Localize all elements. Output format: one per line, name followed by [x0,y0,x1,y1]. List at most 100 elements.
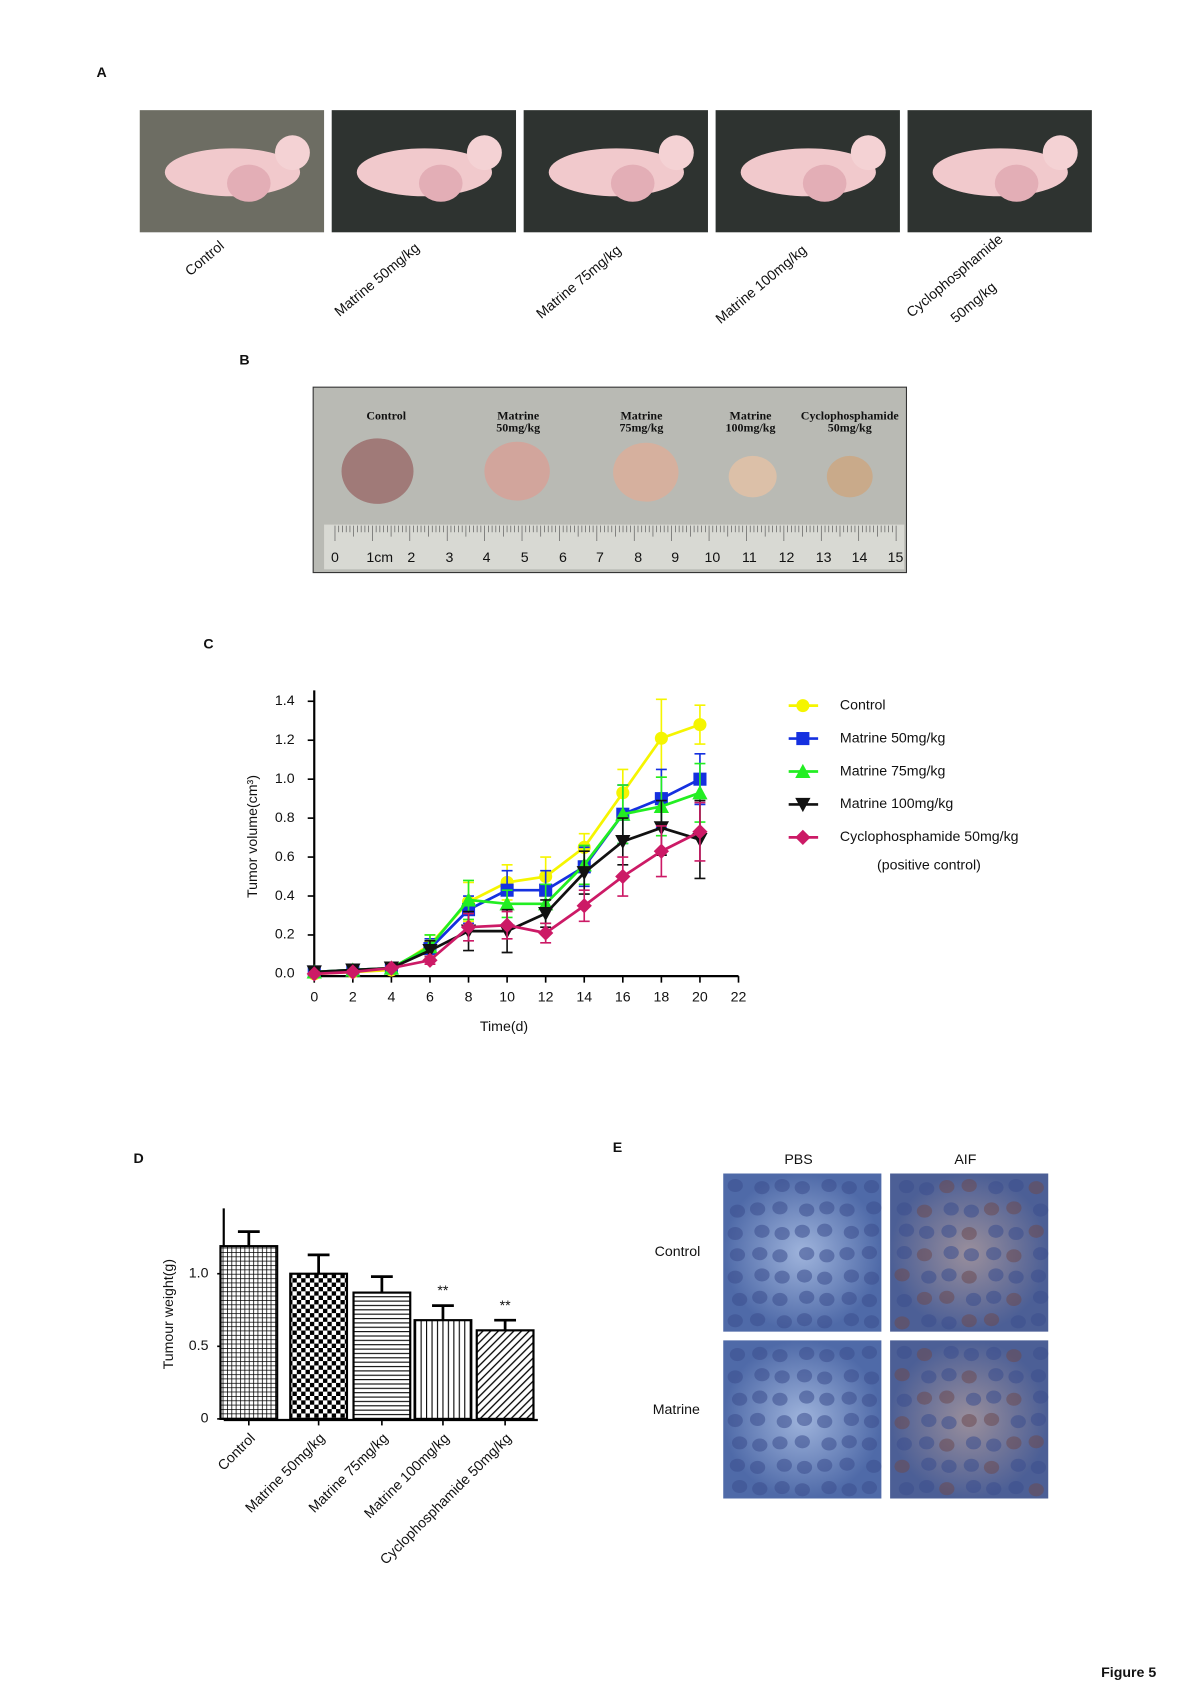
cell-nucleus [861,1393,878,1407]
cell-nucleus [774,1178,790,1193]
cell-nucleus [961,1270,977,1284]
cell-nucleus [863,1180,880,1194]
x-tick-label: 10 [499,990,515,1006]
ruler-label: 7 [596,550,604,566]
cell-nucleus [772,1249,788,1263]
y-axis-label: Tumor volume(cm³) [245,775,261,898]
bar [219,1245,279,1420]
mouse-head [1042,135,1078,171]
cell-nucleus [961,1178,977,1193]
cell-nucleus [941,1368,957,1382]
x-tick-label: 4 [387,990,395,1006]
cell-nucleus [983,1412,1000,1426]
cell-nucleus [1028,1181,1044,1195]
cell-nucleus [776,1315,792,1329]
cell-nucleus [752,1438,768,1452]
cell-nucleus [819,1292,835,1307]
cell-nucleus [1008,1370,1024,1384]
cell-nucleus [919,1182,935,1196]
cell-nucleus [921,1457,937,1471]
cell-nucleus [965,1292,982,1307]
cell-nucleus [817,1223,833,1237]
cell-nucleus [817,1458,833,1472]
cell-nucleus [988,1268,1004,1282]
cell-nucleus [1032,1247,1049,1261]
cell-nucleus [961,1314,977,1328]
ruler-label: 3 [446,550,454,566]
significance-mark: ** [500,1298,512,1314]
tumor-sample [484,441,550,501]
cell-nucleus [749,1313,766,1327]
marker [615,834,631,850]
error-bar [307,1253,330,1274]
cell-nucleus [916,1291,933,1305]
cell-nucleus [729,1458,746,1472]
cell-nucleus [916,1391,933,1405]
marker [460,919,477,935]
cell-nucleus [729,1348,746,1362]
tumor-label: Control [366,408,406,422]
cell-nucleus [754,1368,770,1382]
cell-nucleus [731,1479,748,1494]
cell-nucleus [988,1368,1004,1382]
row-label: Matrine [653,1402,700,1418]
x-tick-label: 22 [731,990,747,1006]
cell-nucleus [1030,1460,1047,1474]
mouse-head [274,135,310,171]
cell-nucleus [752,1290,768,1304]
marker [654,731,668,745]
tumor-label: 75mg/kg [619,420,663,434]
cell-nucleus [774,1226,790,1241]
cell-nucleus [896,1294,912,1308]
cell-nucleus [752,1482,768,1496]
cell-nucleus [988,1181,1004,1195]
error-bar [237,1230,260,1247]
cell-nucleus [1010,1415,1026,1429]
cell-nucleus [941,1316,957,1330]
photo-caption: Matrine 75mg/kg [534,242,625,322]
cell-nucleus [939,1482,955,1496]
significance-mark: ** [437,1283,449,1299]
marker [795,829,811,846]
cell-nucleus [894,1268,910,1282]
marker [422,952,438,968]
legend-label: Matrine 100mg/kg [840,796,953,812]
tumor [994,164,1039,202]
tumor [802,164,847,202]
cell-nucleus [894,1416,910,1430]
ruler-label: 8 [634,550,642,566]
tumor-label: 50mg/kg [828,420,872,434]
cell-nucleus [727,1178,743,1193]
marker [460,892,477,907]
cell-nucleus [963,1204,979,1218]
cell-nucleus [817,1271,833,1285]
cell-nucleus [799,1346,815,1360]
tumor-sample [728,455,777,498]
tumor-label: 100mg/kg [726,420,776,434]
cell-nucleus [772,1349,788,1363]
cell-nucleus [729,1204,746,1218]
cell-nucleus [841,1181,857,1195]
cell-nucleus [819,1249,835,1263]
y-tick-label: 1.0 [189,1265,209,1281]
legend-label: Matrine 75mg/kg [840,763,945,779]
cell-nucleus [1030,1412,1047,1426]
cell-nucleus [919,1225,935,1239]
cell-nucleus [921,1314,937,1328]
cell-nucleus [1032,1346,1049,1360]
cell-nucleus [772,1436,788,1450]
tumor-sample [341,438,414,504]
cell-nucleus [986,1390,1002,1404]
panel-label: D [134,1151,144,1167]
y-tick-label: 1.4 [275,693,295,709]
ruler-label: 11 [742,550,757,566]
mouse-head [466,135,502,171]
cell-nucleus [1006,1392,1022,1406]
bar [413,1319,473,1420]
cell-nucleus [1006,1201,1022,1215]
cell-nucleus [1028,1483,1044,1497]
cell-nucleus [943,1345,959,1359]
cell-nucleus [727,1270,743,1284]
cell-nucleus [986,1247,1002,1261]
